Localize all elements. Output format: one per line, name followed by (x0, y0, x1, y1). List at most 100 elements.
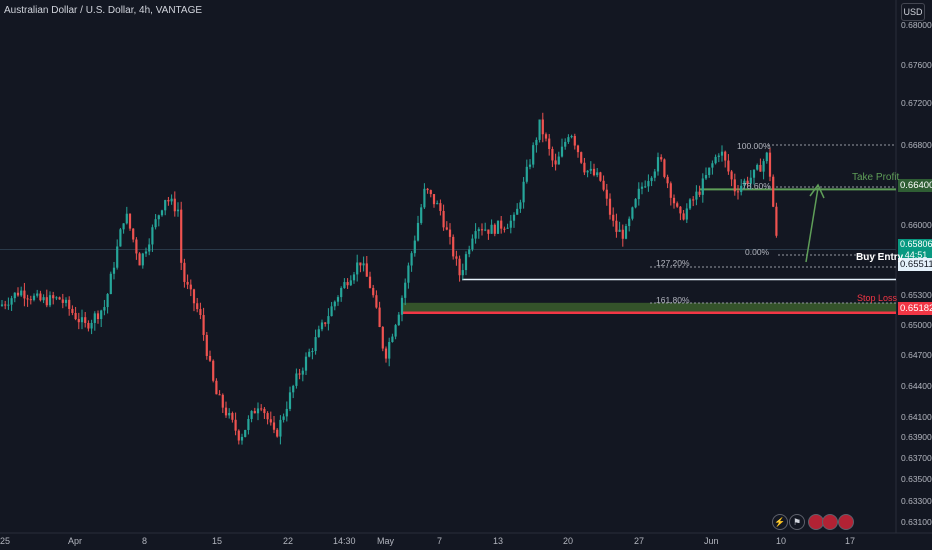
stop-loss-label: Stop Loss (857, 293, 898, 303)
candle-body-131 (420, 207, 423, 223)
time-tick-label: 22 (283, 536, 294, 546)
candle-body-109 (349, 280, 352, 286)
candle-body-183 (586, 170, 589, 173)
us-flag-icon[interactable] (822, 514, 838, 530)
candle-body-112 (359, 262, 362, 266)
us-flag-icon[interactable] (838, 514, 854, 530)
price-tick-label: 0.63300 (901, 496, 932, 506)
price-tick-label: 0.66800 (901, 140, 932, 150)
candle-body-205 (656, 157, 660, 172)
price-tick-label: 0.63900 (901, 432, 932, 442)
candle-body-158 (506, 227, 509, 229)
candle-body-225 (720, 151, 724, 156)
candle-body-139 (445, 227, 448, 230)
candle-body-39 (125, 213, 128, 224)
candle-body-23 (74, 312, 77, 320)
candle-body-152 (487, 229, 490, 234)
candle-body-62 (199, 309, 202, 316)
candle-body-92 (295, 373, 298, 386)
candle-body-230 (736, 191, 740, 193)
lightning-icon[interactable]: ⚡ (772, 514, 788, 530)
time-tick-label: 8 (142, 536, 148, 546)
price-tick-label: 0.65300 (901, 290, 932, 300)
time-tick-label: 25 (0, 536, 11, 546)
candle-body-234 (749, 177, 752, 184)
candle-body-84 (269, 419, 272, 423)
price-tick-label: 0.63700 (901, 453, 932, 463)
candle-body-103 (330, 306, 333, 317)
candle-body-89 (285, 408, 288, 417)
candle-body-25 (80, 317, 84, 323)
flag-icon[interactable]: ⚑ (789, 514, 805, 530)
candle-body-189 (605, 189, 608, 199)
candle-body-4 (13, 292, 16, 299)
candle-body-221 (708, 167, 711, 176)
candle-body-52 (167, 200, 170, 202)
candle-body-163 (522, 181, 525, 203)
candle-body-80 (256, 408, 260, 414)
candle-body-137 (439, 203, 442, 211)
candle-body-115 (368, 276, 372, 288)
candle-body-217 (695, 191, 698, 200)
fib-161-label: 161.80% (656, 295, 690, 305)
candle-body-174 (557, 156, 560, 165)
candle-body-65 (208, 355, 212, 361)
candle-body-32 (103, 307, 106, 311)
countdown-timer: 44:51 (904, 250, 928, 260)
candle-body-160 (512, 214, 516, 221)
price-tick-label: 0.66000 (901, 220, 932, 230)
candle-body-54 (173, 198, 176, 212)
candle-body-10 (32, 295, 36, 300)
candle-body-179 (573, 136, 576, 146)
candle-body-235 (752, 169, 756, 178)
candle-body-173 (554, 160, 557, 165)
candle-body-68 (218, 394, 221, 396)
candle-body-50 (160, 210, 164, 216)
candle-body-11 (36, 293, 39, 296)
candle-body-70 (224, 407, 228, 416)
candle-body-18 (58, 297, 61, 300)
candle-body-214 (685, 208, 688, 220)
candle-body-108 (346, 282, 349, 286)
candle-body-105 (336, 297, 340, 302)
candle-body-47 (151, 227, 154, 245)
candle-body-67 (215, 380, 218, 395)
candle-body-75 (240, 436, 244, 441)
candle-body-37 (119, 229, 122, 247)
candle-body-237 (759, 164, 762, 172)
candle-body-201 (644, 186, 647, 188)
candle-body-107 (343, 282, 346, 289)
currency-button[interactable]: USD (901, 3, 925, 21)
candle-body-46 (148, 244, 151, 252)
candle-body-210 (672, 197, 676, 204)
time-tick-label: Jun (704, 536, 719, 546)
candle-body-213 (682, 213, 685, 220)
candle-body-222 (711, 163, 714, 168)
candle-body-86 (276, 429, 279, 437)
candle-body-208 (666, 176, 669, 184)
candle-body-192 (615, 220, 618, 232)
candle-body-135 (432, 194, 436, 205)
candle-body-118 (378, 307, 381, 328)
time-tick-label: 20 (563, 536, 574, 546)
candle-body-30 (96, 313, 100, 320)
candle-body-119 (381, 327, 384, 349)
candle-body-175 (560, 146, 564, 157)
candle-body-161 (516, 208, 519, 215)
candle-body-91 (292, 385, 295, 393)
candle-body-17 (55, 297, 58, 299)
candle-body-104 (333, 301, 336, 307)
price-tick-label: 0.65000 (901, 320, 932, 330)
candle-body-172 (551, 148, 554, 161)
candle-body-2 (7, 304, 10, 306)
candle-body-171 (548, 138, 551, 149)
candle-body-69 (221, 394, 224, 408)
candle-body-58 (186, 281, 189, 285)
candle-body-226 (724, 151, 727, 161)
candle-body-141 (452, 236, 455, 257)
candle-body-242 (775, 206, 778, 236)
candle-body-177 (567, 137, 570, 142)
candle-body-144 (461, 270, 464, 276)
